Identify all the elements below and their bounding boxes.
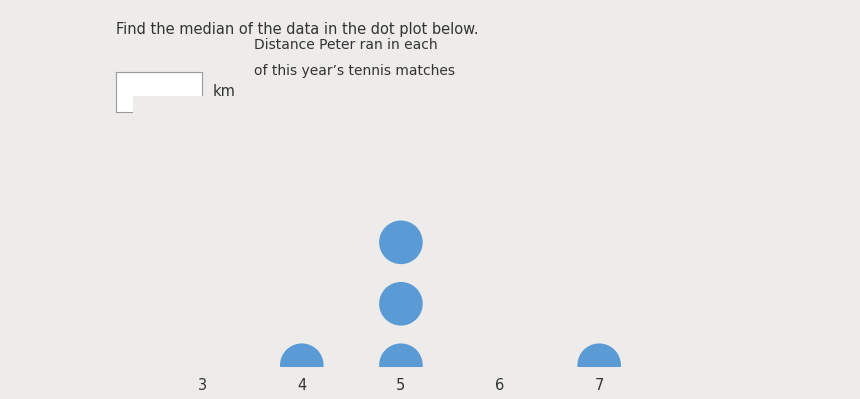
Circle shape [379,221,423,264]
Text: km: km [212,84,236,99]
Text: Distance Peter ran in each: Distance Peter ran in each [254,38,438,52]
Circle shape [379,344,423,387]
Circle shape [280,344,323,387]
Text: of this year’s tennis matches: of this year’s tennis matches [254,64,455,78]
Circle shape [379,282,423,326]
Text: Find the median of the data in the dot plot below.: Find the median of the data in the dot p… [116,22,479,37]
Circle shape [577,344,621,387]
